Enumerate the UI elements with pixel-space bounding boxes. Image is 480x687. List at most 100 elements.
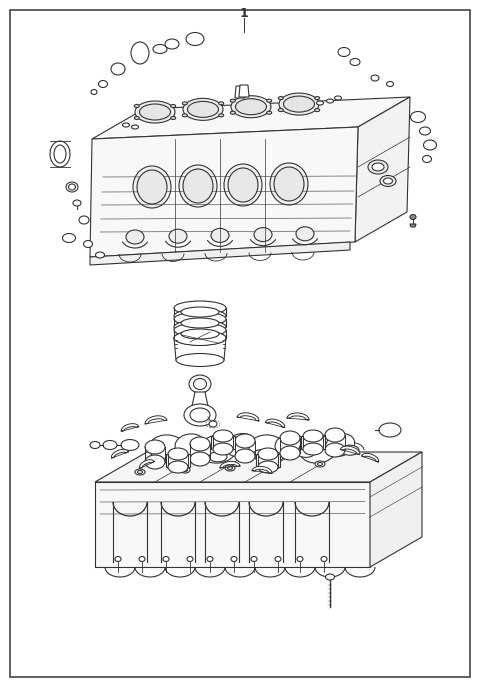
Ellipse shape — [209, 452, 227, 462]
Ellipse shape — [139, 556, 145, 561]
Ellipse shape — [132, 125, 139, 129]
Polygon shape — [361, 453, 379, 462]
Ellipse shape — [258, 448, 278, 460]
Polygon shape — [265, 419, 285, 427]
Polygon shape — [256, 454, 280, 467]
Ellipse shape — [190, 408, 210, 422]
Ellipse shape — [230, 99, 235, 102]
Ellipse shape — [267, 111, 272, 114]
Ellipse shape — [219, 114, 224, 117]
Ellipse shape — [96, 252, 105, 258]
Ellipse shape — [181, 318, 219, 328]
Ellipse shape — [410, 111, 425, 122]
Ellipse shape — [279, 93, 319, 115]
Ellipse shape — [174, 320, 226, 334]
Ellipse shape — [225, 433, 255, 456]
Ellipse shape — [190, 452, 210, 466]
Ellipse shape — [325, 433, 355, 456]
Ellipse shape — [121, 440, 139, 451]
Ellipse shape — [236, 99, 266, 115]
Polygon shape — [301, 436, 325, 449]
Ellipse shape — [280, 446, 300, 460]
Ellipse shape — [140, 104, 170, 120]
Ellipse shape — [380, 175, 396, 186]
Ellipse shape — [181, 307, 219, 317]
Ellipse shape — [274, 167, 304, 201]
Polygon shape — [370, 452, 422, 567]
Ellipse shape — [188, 102, 218, 117]
Polygon shape — [166, 454, 190, 467]
Ellipse shape — [235, 449, 255, 463]
Ellipse shape — [316, 101, 324, 105]
Ellipse shape — [126, 230, 144, 244]
Ellipse shape — [297, 447, 315, 458]
Ellipse shape — [372, 163, 384, 171]
Ellipse shape — [321, 556, 327, 561]
Ellipse shape — [270, 163, 308, 205]
Ellipse shape — [225, 465, 235, 471]
Ellipse shape — [199, 435, 237, 463]
Ellipse shape — [135, 469, 145, 475]
Ellipse shape — [315, 97, 320, 100]
Ellipse shape — [165, 39, 179, 49]
Ellipse shape — [270, 463, 280, 469]
Ellipse shape — [273, 464, 277, 467]
Ellipse shape — [183, 98, 223, 120]
Ellipse shape — [410, 214, 416, 220]
Ellipse shape — [275, 556, 281, 561]
Ellipse shape — [325, 428, 345, 442]
Ellipse shape — [213, 430, 233, 442]
Ellipse shape — [224, 164, 262, 206]
Polygon shape — [340, 446, 360, 455]
Ellipse shape — [193, 379, 206, 390]
Ellipse shape — [182, 469, 188, 471]
Ellipse shape — [171, 117, 176, 120]
Polygon shape — [252, 466, 272, 473]
Ellipse shape — [219, 102, 224, 105]
Ellipse shape — [231, 556, 237, 561]
Polygon shape — [410, 224, 416, 227]
Ellipse shape — [186, 32, 204, 45]
Ellipse shape — [175, 434, 205, 456]
Ellipse shape — [174, 323, 226, 337]
Ellipse shape — [174, 330, 226, 346]
Ellipse shape — [335, 96, 341, 100]
Ellipse shape — [254, 227, 272, 242]
Ellipse shape — [168, 461, 188, 473]
Ellipse shape — [171, 104, 176, 107]
Ellipse shape — [379, 423, 401, 437]
Ellipse shape — [303, 443, 323, 455]
Polygon shape — [235, 86, 245, 98]
Ellipse shape — [296, 227, 314, 241]
Polygon shape — [237, 413, 259, 421]
Polygon shape — [192, 392, 208, 406]
Polygon shape — [239, 85, 249, 97]
Ellipse shape — [165, 454, 183, 464]
Ellipse shape — [135, 101, 175, 123]
Ellipse shape — [69, 184, 75, 190]
Ellipse shape — [371, 75, 379, 81]
Ellipse shape — [91, 89, 97, 95]
Ellipse shape — [251, 556, 257, 561]
Ellipse shape — [258, 461, 278, 473]
Polygon shape — [145, 416, 167, 424]
Ellipse shape — [303, 430, 323, 442]
Polygon shape — [95, 482, 370, 567]
Ellipse shape — [189, 375, 211, 393]
Polygon shape — [220, 462, 240, 468]
Polygon shape — [211, 436, 235, 449]
Ellipse shape — [183, 169, 213, 203]
Ellipse shape — [122, 123, 130, 127]
Ellipse shape — [181, 329, 219, 339]
Ellipse shape — [50, 141, 70, 167]
Polygon shape — [111, 449, 129, 458]
Ellipse shape — [315, 461, 325, 467]
Polygon shape — [355, 97, 410, 242]
Ellipse shape — [182, 114, 187, 117]
Ellipse shape — [423, 140, 436, 150]
Ellipse shape — [133, 166, 171, 208]
Ellipse shape — [420, 127, 431, 135]
Ellipse shape — [275, 434, 305, 456]
Polygon shape — [287, 413, 309, 420]
Ellipse shape — [228, 168, 258, 202]
